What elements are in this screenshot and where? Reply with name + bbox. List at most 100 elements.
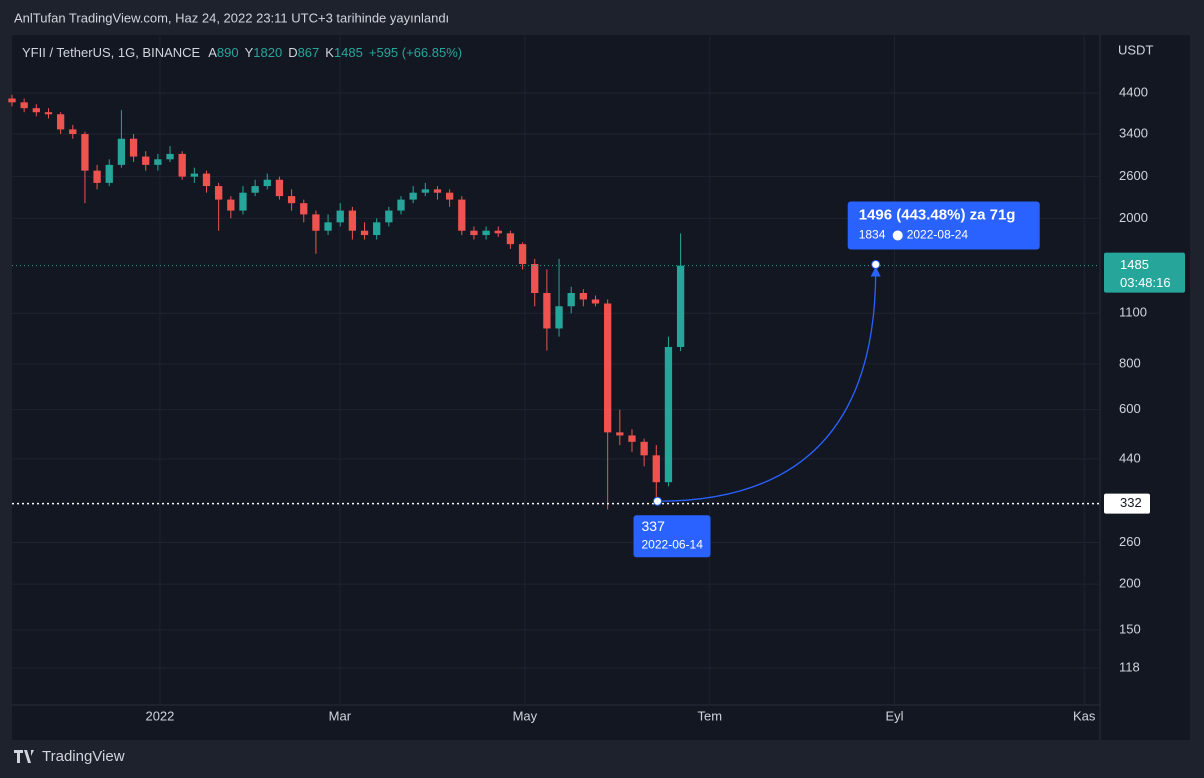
y-tick-label: 440 (1119, 450, 1141, 465)
candle-body (166, 153, 174, 160)
x-tick-label: Kas (1073, 708, 1096, 723)
y-tick-label: 150 (1119, 621, 1141, 636)
candle-body (178, 153, 186, 177)
ohlc-key: K (325, 45, 334, 60)
y-tick-label: 260 (1119, 534, 1141, 549)
measure-arrow (870, 266, 881, 277)
candle-body (445, 192, 454, 200)
candle-body (421, 189, 429, 193)
candle-body (93, 170, 101, 183)
ohlc-key: A (208, 45, 217, 60)
last-price-label: 1485 (1120, 257, 1149, 272)
ohlc-value: 890 (217, 45, 239, 60)
countdown: 03:48:16 (1120, 275, 1171, 290)
candle-body (531, 264, 539, 294)
candle-body (518, 244, 527, 265)
start-label-box (633, 515, 711, 558)
candle-body (8, 98, 16, 103)
end-label: 1496 (443.48%) za 71g (859, 206, 1016, 223)
candle-body (373, 222, 381, 236)
low-line-box (1104, 493, 1150, 514)
candle-body (275, 179, 284, 197)
y-tick-label: 800 (1119, 355, 1141, 370)
clock-icon (892, 230, 903, 241)
candle-body (117, 138, 126, 165)
candle-body (676, 265, 685, 347)
footer: TradingView (42, 748, 125, 765)
candle-body (44, 112, 53, 115)
candle-body (591, 299, 600, 304)
candle-body (567, 293, 575, 307)
candle-body (409, 192, 417, 200)
last-price-box (1104, 252, 1185, 293)
candle-body (385, 210, 393, 223)
y-tick-label: 1100 (1119, 305, 1147, 320)
candle-body (239, 192, 247, 211)
candle-body (360, 230, 369, 236)
candle-body (202, 173, 211, 187)
y-tick-label: 2600 (1119, 168, 1148, 183)
candle-body (543, 293, 551, 329)
logo (14, 750, 34, 763)
candle-body (616, 432, 624, 436)
candle-body (32, 108, 40, 113)
candle-body (348, 210, 357, 231)
candle-body (470, 230, 478, 236)
end-date: 2022-08-24 (907, 228, 969, 242)
ohlc-key: D (288, 45, 297, 60)
ohlc-value: 1820 (253, 45, 282, 60)
currency: USDT (1118, 42, 1153, 57)
candle-body (604, 303, 612, 433)
candle-body (628, 435, 636, 442)
measure-curve (657, 270, 877, 502)
end-bars: 1834 (859, 228, 886, 242)
candle-body (251, 186, 259, 193)
candle-body (129, 138, 138, 157)
candle-body (324, 222, 332, 231)
candle-body (227, 199, 235, 211)
start-date: 2022-06-14 (642, 537, 704, 551)
candle-body (579, 293, 587, 300)
candle-body (300, 203, 308, 215)
ohlc-key: Y (245, 45, 254, 60)
candle-body (506, 233, 515, 245)
header: AnlTufan TradingView.com, Haz 24, 2022 2… (14, 10, 449, 25)
candle-body (105, 164, 113, 183)
candle-body (494, 230, 502, 234)
y-tick-label: 118 (1119, 659, 1140, 674)
candle-body (263, 179, 271, 187)
candle-body (312, 214, 320, 231)
candle-body (56, 114, 65, 130)
x-tick-label: May (513, 708, 538, 723)
candle-body (640, 441, 648, 456)
chart-pane (12, 35, 1190, 740)
candle-body (215, 186, 223, 200)
x-tick-label: Mar (329, 708, 352, 723)
ohlc-value: 1485 (334, 45, 363, 60)
change: +595 (+66.85%) (369, 45, 462, 60)
x-tick-label: Eyl (886, 708, 904, 723)
y-tick-label: 2000 (1119, 210, 1148, 225)
start-price: 337 (642, 518, 666, 534)
candle-body (482, 230, 490, 236)
candle-body (397, 199, 405, 211)
symbol: YFII / TetherUS, 1G, BINANCE (22, 45, 201, 60)
measure-start (653, 496, 663, 506)
y-tick-label: 3400 (1119, 125, 1148, 140)
candle-body (81, 134, 89, 171)
candle-body (287, 196, 296, 204)
candle-body (154, 159, 162, 165)
candle-body (664, 346, 673, 483)
candle-body (555, 306, 563, 329)
ohlc-value: 867 (298, 45, 320, 60)
x-tick-label: Tem (697, 708, 722, 723)
x-tick-label: 2022 (145, 708, 174, 723)
y-tick-label: 600 (1119, 401, 1141, 416)
measure-end (871, 259, 881, 269)
candle-body (142, 156, 150, 165)
candle-body (458, 199, 466, 231)
y-tick-label: 4400 (1119, 84, 1148, 99)
low-line-label: 332 (1120, 495, 1142, 510)
candle-body (336, 210, 344, 223)
